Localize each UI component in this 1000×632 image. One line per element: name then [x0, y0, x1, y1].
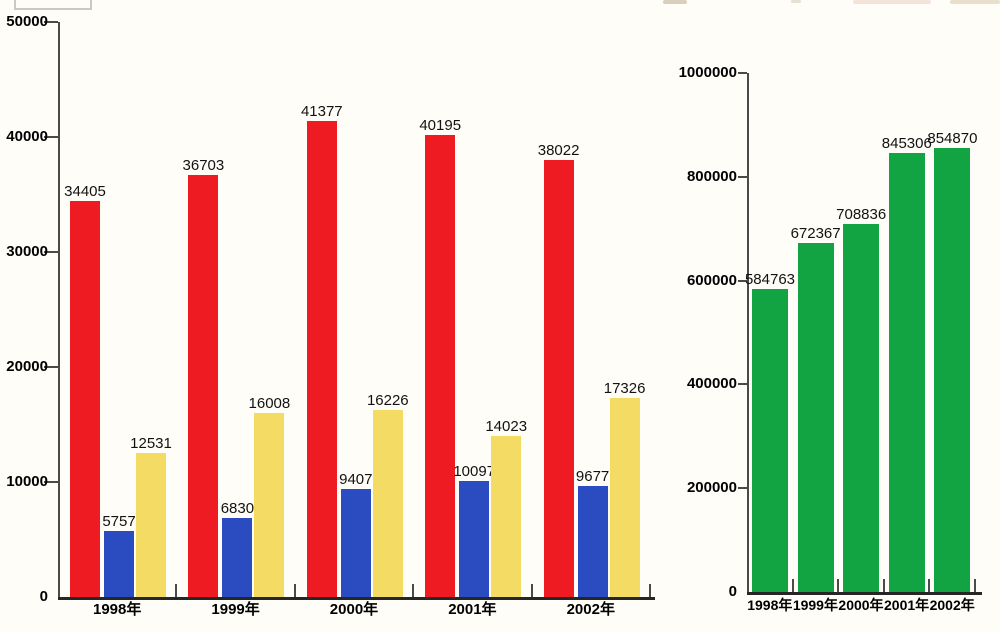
value-label: 845306: [881, 135, 932, 153]
bar-blue: [104, 530, 134, 597]
x-tick: [293, 584, 296, 597]
x-category-label: 2000年: [329, 601, 379, 618]
bar-red: [543, 159, 574, 597]
bar-yellow: [491, 435, 522, 597]
x-tick: [412, 584, 415, 597]
x-axis-line: [747, 592, 982, 595]
bar-blue: [577, 485, 608, 597]
y-tick-label: 800000: [686, 167, 737, 185]
scan-smudge: [791, 0, 801, 3]
x-tick: [928, 579, 931, 592]
value-label: 9407: [339, 470, 373, 488]
value-label: 12531: [130, 434, 172, 452]
y-tick: [44, 136, 58, 138]
x-tick: [882, 579, 885, 592]
y-tick-label: 400000: [686, 375, 737, 393]
bar-blue: [340, 488, 371, 597]
value-label: 14023: [485, 417, 528, 435]
y-tick-label: 30000: [6, 243, 48, 260]
y-tick: [44, 366, 58, 368]
value-label: 6830: [220, 500, 255, 518]
scan-smudge: [950, 0, 1000, 4]
bar-green: [888, 153, 925, 592]
value-label: 38022: [537, 141, 580, 159]
y-axis-line: [747, 73, 749, 592]
scan-artifact-box: [14, 0, 92, 10]
y-tick-label: 20000: [6, 358, 48, 375]
y-tick: [44, 21, 58, 23]
x-category-label: 2001年: [448, 601, 497, 618]
value-label: 34405: [64, 183, 106, 201]
scan-smudge: [663, 0, 687, 4]
value-label: 40195: [419, 116, 462, 134]
y-tick: [738, 72, 747, 74]
x-category-label: 1998年: [747, 597, 793, 613]
bar-blue: [459, 480, 490, 597]
value-label: 672367: [790, 225, 841, 243]
x-category-label: 2002年: [929, 597, 975, 613]
bar-red: [306, 121, 337, 597]
bar-red: [425, 134, 456, 597]
x-axis-line: [58, 597, 655, 600]
value-label: 36703: [182, 156, 225, 174]
value-label: 708836: [836, 206, 887, 224]
y-tick: [738, 383, 747, 386]
x-tick: [649, 584, 651, 597]
bar-yellow: [609, 397, 640, 597]
x-category-label: 2002年: [566, 601, 615, 618]
y-tick: [44, 481, 58, 483]
x-tick: [791, 579, 794, 592]
y-tick-label: 0: [39, 588, 48, 605]
bar-red: [188, 174, 219, 597]
y-tick-label: 10000: [6, 473, 48, 490]
bar-green: [797, 243, 834, 592]
value-label: 854870: [927, 130, 978, 148]
value-label: 584763: [744, 270, 796, 288]
value-label: 9677: [575, 467, 610, 485]
x-category-label: 1999年: [211, 601, 260, 618]
value-label: 17326: [603, 379, 646, 397]
value-label: 41377: [300, 103, 343, 121]
y-tick-label: 0: [728, 583, 737, 600]
bar-green: [843, 224, 880, 592]
x-tick: [837, 579, 840, 592]
y-tick: [738, 487, 747, 490]
value-label: 10097: [453, 462, 496, 480]
x-tick: [974, 579, 976, 592]
bar-red: [70, 201, 100, 597]
y-tick-label: 200000: [686, 479, 737, 497]
x-category-label: 1999年: [792, 597, 838, 613]
y-tick: [738, 175, 747, 178]
bar-green: [752, 288, 788, 592]
y-tick: [738, 279, 747, 282]
x-tick: [175, 584, 178, 597]
y-tick-label: 40000: [6, 128, 48, 145]
y-tick-label: 600000: [686, 271, 737, 289]
bar-green: [934, 148, 971, 592]
value-label: 5757: [102, 512, 136, 530]
y-tick-label: 1000000: [678, 64, 737, 81]
bar-blue: [222, 518, 253, 597]
bar-yellow: [372, 410, 403, 597]
value-label: 16008: [248, 394, 291, 412]
bar-yellow: [136, 452, 166, 597]
value-label: 16226: [366, 392, 409, 410]
bar-yellow: [254, 412, 285, 597]
x-tick: [530, 584, 533, 597]
x-category-label: 2000年: [838, 597, 884, 613]
x-category-label: 1998年: [93, 601, 142, 618]
scan-smudge: [853, 0, 931, 4]
y-tick-label: 50000: [6, 13, 48, 30]
y-axis-line: [58, 22, 60, 597]
x-category-label: 2001年: [884, 597, 930, 613]
y-tick: [44, 251, 58, 253]
